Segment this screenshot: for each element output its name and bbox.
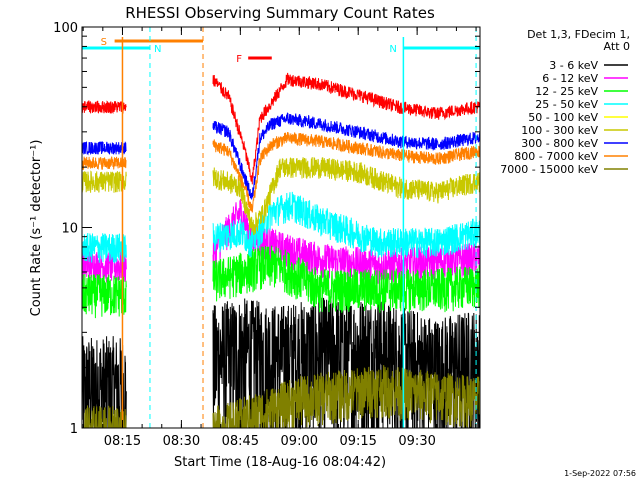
x-tick-label-4: 09:15 xyxy=(339,434,376,449)
x-tick-label-5: 09:30 xyxy=(398,434,435,449)
y-tick-label-1: 10 xyxy=(61,222,78,237)
legend-label-5: 100 - 300 keV xyxy=(521,124,598,137)
flag-label-2: N xyxy=(389,44,396,55)
legend-label-2: 12 - 25 keV xyxy=(535,85,598,98)
legend-label-6: 300 - 800 keV xyxy=(521,137,598,150)
axes: 1 10 100 08:15 08:30 08:45 09:00 09:15 09:30 xyxy=(53,21,481,449)
series-line-6 xyxy=(81,112,481,200)
x-tick-label-3: 09:00 xyxy=(281,434,318,449)
series-line-7 xyxy=(81,132,481,213)
series-line-3 xyxy=(81,191,481,264)
legend-label-1: 6 - 12 keV xyxy=(542,72,598,85)
y-tick-label-0: 1 xyxy=(70,422,78,437)
observing-flags: S N N F xyxy=(82,37,480,65)
generation-timestamp: 1-Sep-2022 07:56 xyxy=(564,469,636,478)
legend-label-0: 3 - 6 keV xyxy=(549,59,598,72)
legend-label-4: 50 - 100 keV xyxy=(528,111,598,124)
series-line-2 xyxy=(81,245,481,319)
x-tick-label-2: 08:45 xyxy=(222,434,259,449)
x-tick-label-0: 08:15 xyxy=(104,434,141,449)
x-axis-title: Start Time (18-Aug-16 08:04:42) xyxy=(174,455,386,470)
series-lines xyxy=(81,72,481,430)
flag-label-1: N xyxy=(154,44,161,55)
legend-header-0: Det 1,3, FDecim 1, xyxy=(527,28,630,41)
chart-title: RHESSI Observing Summary Count Rates xyxy=(125,4,435,22)
y-axis-title: Count Rate (s⁻¹ detector⁻¹) xyxy=(29,140,44,317)
legend-header-1: Att 0 xyxy=(604,40,630,53)
y-tick-label-2: 100 xyxy=(53,21,78,36)
series-line-red-upper xyxy=(81,72,481,185)
x-tick-label-1: 08:30 xyxy=(163,434,200,449)
series-line-5 xyxy=(81,157,481,236)
flag-label-0: S xyxy=(101,37,107,48)
legend-label-8: 7000 - 15000 keV xyxy=(500,163,598,176)
legend-label-7: 800 - 7000 keV xyxy=(514,150,598,163)
legend-label-3: 25 - 50 keV xyxy=(535,98,598,111)
series-line-0 xyxy=(81,297,481,430)
flag-label-3: F xyxy=(236,54,242,65)
